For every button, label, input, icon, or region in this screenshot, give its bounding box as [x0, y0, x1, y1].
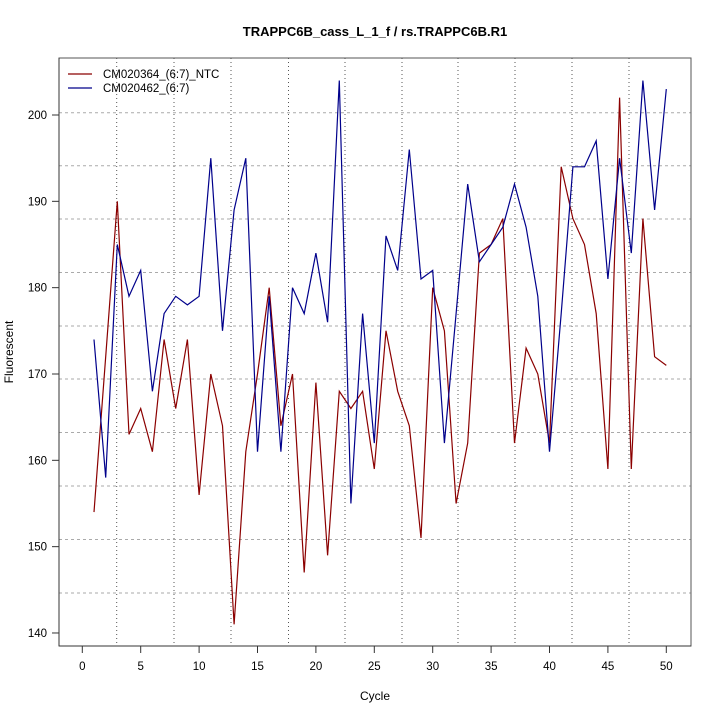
x-tick-label: 30 — [426, 661, 439, 673]
y-tick-label: 170 — [28, 369, 47, 381]
chart-title: TRAPPC6B_cass_L_1_f / rs.TRAPPC6B.R1 — [243, 24, 507, 39]
y-axis-label: Fluorescent — [2, 320, 16, 383]
y-tick-label: 140 — [28, 628, 47, 640]
x-tick-label: 25 — [368, 661, 381, 673]
x-tick-label: 50 — [660, 661, 673, 673]
x-tick-label: 40 — [543, 661, 556, 673]
legend-label: CM020462_(6:7) — [103, 83, 189, 95]
series-line-2 — [93, 80, 667, 504]
x-tick-label: 5 — [137, 661, 143, 673]
x-axis: 0 5 10 15 20 25 30 35 40 45 50 — [59, 645, 691, 673]
x-tick-label: 20 — [310, 661, 323, 673]
legend-label: CM020364_(6:7)_NTC — [103, 69, 219, 81]
legend: CM020364_(6:7)_NTC CM020462_(6:7) — [68, 69, 219, 95]
series-layer — [93, 80, 667, 625]
y-axis: 140 150 160 170 180 190 200 — [28, 58, 60, 646]
y-tick-label: 150 — [28, 542, 47, 554]
x-tick-label: 15 — [251, 661, 264, 673]
series-line-1 — [93, 97, 667, 625]
x-tick-label: 45 — [602, 661, 615, 673]
y-tick-label: 160 — [28, 455, 47, 467]
x-tick-label: 10 — [193, 661, 206, 673]
x-tick-label: 0 — [79, 661, 85, 673]
y-tick-label: 180 — [28, 283, 47, 295]
y-tick-label: 190 — [28, 196, 47, 208]
y-tick-label: 200 — [28, 110, 47, 122]
x-tick-label: 35 — [485, 661, 498, 673]
x-axis-label: Cycle — [360, 689, 390, 703]
